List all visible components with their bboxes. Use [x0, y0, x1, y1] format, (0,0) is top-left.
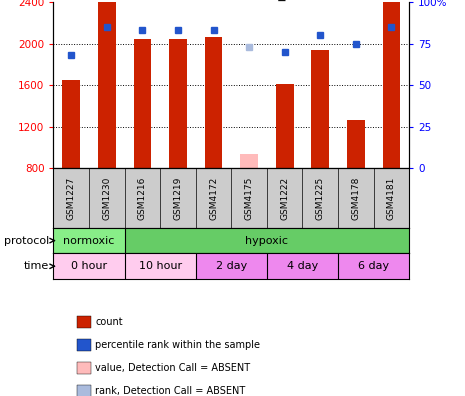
Text: 6 day: 6 day: [358, 261, 389, 271]
Text: GSM4175: GSM4175: [245, 176, 253, 220]
Bar: [276, 84, 293, 168]
Text: GSM1225: GSM1225: [316, 176, 325, 220]
Bar: [267, 253, 338, 279]
Text: 10 hour: 10 hour: [139, 261, 182, 271]
Text: count: count: [95, 317, 123, 327]
Text: GSM4181: GSM4181: [387, 176, 396, 220]
Text: GSM1216: GSM1216: [138, 176, 147, 220]
Bar: [338, 253, 409, 279]
Text: GSM4172: GSM4172: [209, 176, 218, 220]
Text: 2 day: 2 day: [216, 261, 247, 271]
Bar: [347, 120, 365, 168]
Bar: [240, 154, 258, 168]
Bar: [125, 228, 409, 253]
Text: GSM4178: GSM4178: [352, 176, 360, 220]
Text: 4 day: 4 day: [287, 261, 318, 271]
Title: GDS59 / 114689_at: GDS59 / 114689_at: [164, 0, 299, 1]
Text: GSM1227: GSM1227: [67, 176, 76, 220]
Text: GSM1222: GSM1222: [280, 177, 289, 219]
Text: value, Detection Call = ABSENT: value, Detection Call = ABSENT: [95, 363, 251, 373]
Text: normoxic: normoxic: [63, 236, 115, 246]
Bar: [53, 253, 125, 279]
Bar: [133, 39, 151, 168]
Text: GSM1219: GSM1219: [173, 176, 182, 220]
Text: protocol: protocol: [4, 236, 49, 246]
Text: percentile rank within the sample: percentile rank within the sample: [95, 340, 260, 350]
Bar: [62, 80, 80, 168]
Bar: [98, 2, 116, 168]
Text: time: time: [24, 261, 49, 271]
Text: rank, Detection Call = ABSENT: rank, Detection Call = ABSENT: [95, 386, 246, 396]
Bar: [312, 50, 329, 168]
Bar: [383, 2, 400, 168]
Bar: [169, 39, 187, 168]
Text: hypoxic: hypoxic: [246, 236, 288, 246]
Bar: [196, 253, 267, 279]
Text: GSM1230: GSM1230: [102, 176, 111, 220]
Bar: [205, 37, 222, 168]
Bar: [53, 228, 125, 253]
Text: 0 hour: 0 hour: [71, 261, 107, 271]
Bar: [125, 253, 196, 279]
